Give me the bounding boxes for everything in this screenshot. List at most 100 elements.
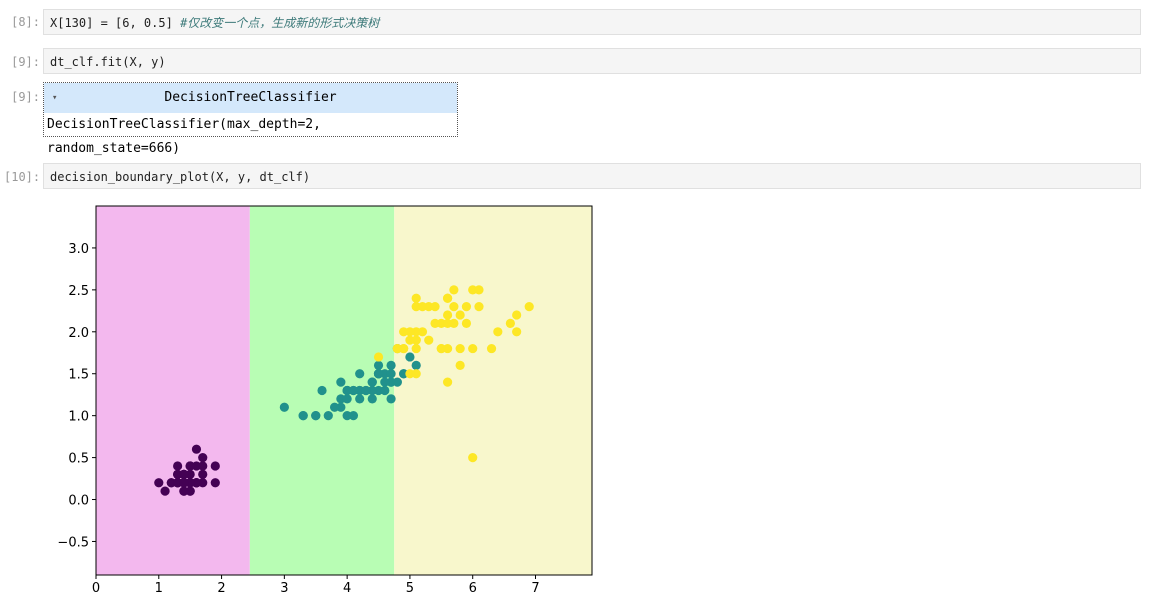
point [160, 486, 170, 496]
point [392, 343, 402, 354]
point [449, 285, 459, 295]
y-tick-label: 1.5 [68, 368, 89, 383]
prompt: [10]: [4, 170, 41, 184]
point [455, 360, 465, 370]
point [355, 394, 365, 404]
point [380, 385, 390, 396]
point [524, 302, 534, 312]
point [424, 335, 434, 345]
point [179, 486, 189, 496]
code-cell[interactable]: dt_clf.fit(X, y) [43, 48, 1141, 74]
x-tick-label: 7 [531, 581, 539, 596]
point [386, 360, 396, 370]
prompt: [9]: [11, 55, 40, 69]
point [405, 352, 415, 362]
point [361, 385, 371, 396]
point [373, 369, 384, 379]
prompt: [8]: [11, 15, 40, 29]
x-tick-label: 5 [406, 581, 414, 596]
x-tick-label: 1 [155, 581, 163, 596]
point [486, 343, 497, 354]
point [417, 327, 428, 337]
x-tick-label: 0 [92, 581, 100, 596]
point [342, 394, 352, 404]
point [442, 293, 453, 303]
point [430, 302, 440, 312]
point [468, 343, 478, 354]
point [179, 478, 189, 488]
point [386, 369, 396, 379]
y-tick-label: 0.0 [68, 494, 89, 509]
point [373, 352, 384, 362]
point [198, 452, 208, 463]
toggle-icon: ▾ [52, 93, 58, 103]
point [411, 360, 421, 370]
point [179, 469, 189, 479]
point [461, 318, 472, 329]
output: ▾ DecisionTreeClassifier DecisionTreeClas… [43, 82, 458, 156]
output-header[interactable]: ▾ DecisionTreeClassifier [44, 83, 457, 113]
point [411, 369, 421, 379]
point [399, 327, 409, 337]
x-tick-label: 2 [217, 581, 225, 596]
y-tick-label: −0.5 [57, 535, 89, 550]
point [380, 377, 390, 387]
point [493, 327, 503, 337]
point [348, 411, 359, 421]
point [348, 385, 359, 396]
point [367, 377, 377, 387]
point [191, 444, 202, 454]
point [411, 343, 421, 354]
x-tick-label: 6 [469, 581, 477, 596]
point [474, 302, 484, 312]
point [455, 343, 465, 354]
point [461, 302, 472, 312]
point [198, 469, 208, 479]
point [386, 394, 396, 404]
point [367, 394, 377, 404]
point [411, 293, 421, 303]
y-tick-label: 0.5 [68, 452, 89, 467]
point [355, 369, 365, 379]
y-tick-label: 2.0 [68, 326, 89, 341]
header-text: DecisionTreeClassifier [164, 90, 337, 105]
point [505, 318, 515, 329]
point [442, 318, 453, 329]
point [430, 318, 440, 329]
code-cell[interactable]: X[130] = [6, 0.5] #仅改变一个点，生成新的形式决策树 [43, 9, 1141, 35]
point [468, 452, 478, 463]
code: dt_clf.fit(X, y) [50, 55, 166, 69]
point [210, 461, 220, 471]
point [154, 478, 164, 488]
x-tick-label: 3 [280, 581, 288, 596]
decision-region [394, 206, 592, 575]
y-tick-label: 2.5 [68, 284, 89, 299]
point [373, 360, 384, 370]
prompt: [9]: [11, 90, 40, 104]
point [512, 327, 522, 337]
y-tick-label: 3.0 [68, 242, 89, 257]
chart: 0 1 2 3 4 5 6 7 −0.5 0.0 0.5 1.0 1.5 2.0 2.5 3.0 [57, 205, 593, 596]
output-repr: DecisionTreeClassifier(max_depth=2, rand… [47, 117, 321, 156]
axes-frame [95, 205, 593, 576]
point [210, 478, 220, 488]
point [417, 302, 428, 312]
point [298, 411, 308, 421]
point [279, 402, 289, 412]
point [329, 402, 340, 412]
point [474, 285, 484, 295]
point [449, 302, 459, 312]
point [405, 335, 415, 345]
point [512, 310, 522, 320]
x-tick-label: 4 [343, 581, 351, 596]
point [442, 310, 453, 320]
code: X[130] = [6, 0.5] [50, 16, 173, 30]
comment: #仅改变一个点，生成新的形式决策树 [180, 16, 380, 30]
point [173, 461, 183, 471]
point [455, 310, 465, 320]
code-cell[interactable]: decision_boundary_plot(X, y, dt_clf) [43, 163, 1141, 189]
point [392, 377, 402, 387]
point [185, 461, 195, 471]
point [317, 385, 327, 396]
